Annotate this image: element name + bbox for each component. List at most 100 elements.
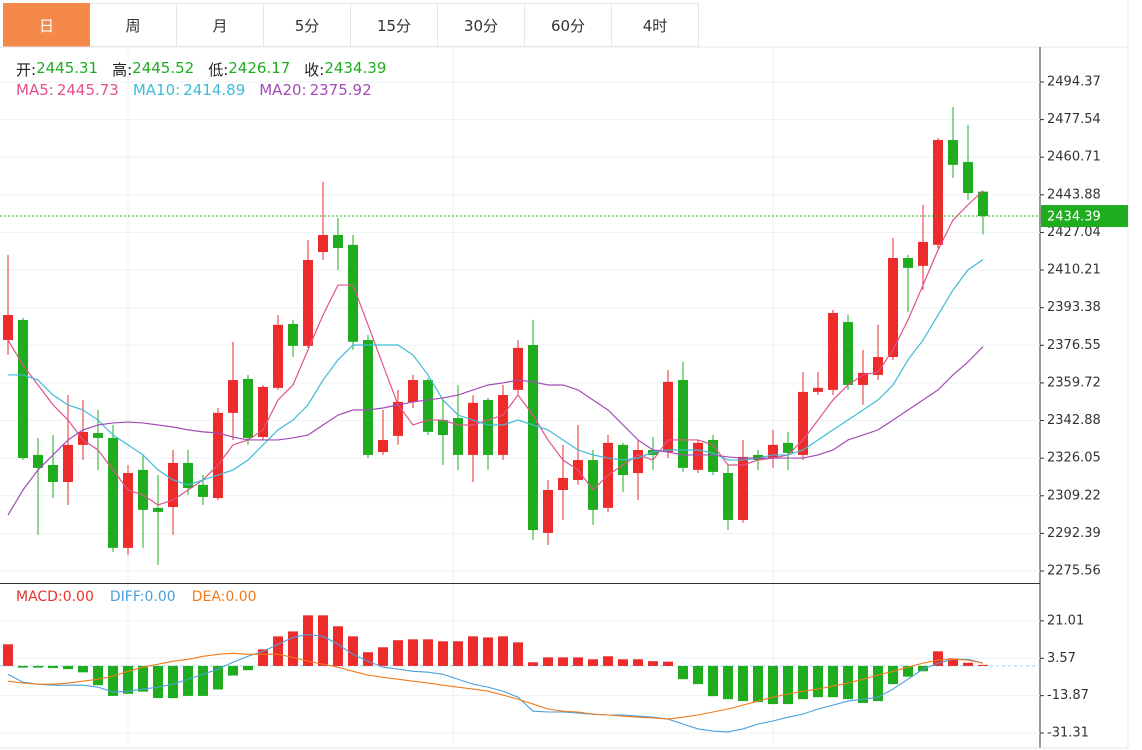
macd-bar [108, 665, 118, 696]
last-price-tag [1041, 205, 1128, 228]
candle-body [153, 507, 163, 512]
candle-body [123, 473, 133, 548]
candle-body [453, 418, 463, 455]
ma-line [7, 190, 984, 506]
candle-body [558, 477, 568, 491]
macd-bar [378, 647, 388, 666]
candle-body [273, 324, 283, 388]
macd-value: 0.00 [62, 589, 94, 605]
ohlc-value: 2434.39 [324, 59, 387, 77]
macd-bar [693, 665, 703, 685]
y-tick-label: 2342.88 [1047, 413, 1101, 428]
candle-body [918, 241, 928, 266]
candle-body [423, 380, 433, 432]
y-tick-label: -13.87 [1047, 688, 1089, 703]
macd-bar [303, 615, 313, 666]
macd-bar [813, 665, 823, 698]
last-price-label: 2434.39 [1047, 210, 1101, 225]
ohlc-item: 高: 2445.52 [112, 59, 194, 80]
candle-body [93, 433, 103, 438]
ma-value: 2375.92 [309, 81, 372, 99]
candle-body [888, 258, 898, 358]
macd-bar [963, 662, 973, 666]
candle-body [933, 140, 943, 245]
ohlc-label: 收: [304, 61, 325, 79]
macd-bar [423, 639, 433, 666]
macd-bar [168, 665, 178, 699]
macd-legend-item: MACD0.00 [16, 589, 94, 605]
candle-body [63, 444, 73, 482]
candle-body [243, 378, 253, 438]
ma-legend-item: MA102414.89 [133, 81, 245, 99]
macd-bar [48, 665, 58, 669]
macd-bar [543, 657, 553, 666]
ma-value: 2414.89 [183, 81, 246, 99]
candle-body [18, 319, 28, 459]
ohlc-label: 高: [112, 61, 133, 79]
macd-bar [663, 661, 673, 666]
macd-bar [888, 665, 898, 685]
ohlc-label: 开: [16, 61, 37, 79]
macd-bar [453, 641, 463, 666]
candle-body [213, 412, 223, 499]
macd-bar [528, 662, 538, 666]
y-tick-label: 2359.72 [1047, 375, 1101, 390]
y-tick-label: 3.57 [1047, 651, 1076, 666]
candle-body [78, 431, 88, 445]
macd-line [7, 652, 984, 720]
macd-bar [873, 665, 883, 702]
y-tick-label: 2477.54 [1047, 112, 1101, 127]
macd-bar [933, 651, 943, 666]
candle-body [258, 386, 268, 438]
candle-body [468, 402, 478, 455]
macd-bar [498, 636, 508, 666]
y-tick-label: 2275.56 [1047, 563, 1101, 578]
macd-bar [513, 642, 523, 666]
candle-body [738, 456, 748, 520]
y-tick-label: 2393.38 [1047, 300, 1101, 315]
candle-body [798, 391, 808, 455]
macd-bar [768, 665, 778, 705]
macd-bar [618, 659, 628, 666]
macd-name: DIFF [110, 589, 145, 605]
y-tick-label: 2443.88 [1047, 187, 1101, 202]
candle-body [108, 437, 118, 548]
candle-body [333, 235, 343, 248]
period-tab[interactable]: 日 [3, 3, 90, 47]
macd-bar [903, 665, 913, 677]
ohlc-legend: 开: 2445.31 高: 2445.52 低: 2426.17 收: 2434.39 [16, 59, 386, 80]
macd-bar [93, 665, 103, 686]
macd-bar [318, 615, 328, 666]
y-tick-label: 2494.37 [1047, 74, 1101, 89]
macd-bar [198, 665, 208, 696]
candle-body [903, 258, 913, 268]
ma-legend-item: MA52445.73 [16, 81, 119, 99]
macd-bar [288, 631, 298, 666]
candle-body [588, 460, 598, 510]
macd-line [7, 633, 984, 733]
ma-legend-item: MA202375.92 [259, 81, 371, 99]
macd-bar [708, 665, 718, 697]
candle-body [813, 387, 823, 392]
candle-body [828, 313, 838, 390]
macd-bar [348, 636, 358, 666]
candle-body [318, 235, 328, 252]
macd-bar [948, 658, 958, 666]
candle-body [48, 464, 58, 482]
y-tick-label: 2376.55 [1047, 338, 1101, 353]
macd-bar [123, 665, 133, 694]
macd-bar [33, 665, 43, 668]
ma-name: MA5 [16, 81, 57, 99]
ma-value: 2445.73 [56, 81, 119, 99]
ma-name: MA20 [259, 81, 309, 99]
macd-bar [393, 640, 403, 666]
macd-legend-item: DIFF0.00 [110, 589, 176, 605]
macd-bar [738, 665, 748, 702]
candle-body [783, 442, 793, 453]
candle-body [393, 401, 403, 436]
ohlc-item: 低: 2426.17 [208, 59, 290, 80]
candle-body [363, 340, 373, 455]
macd-bar [678, 665, 688, 680]
candle-body [513, 347, 523, 390]
